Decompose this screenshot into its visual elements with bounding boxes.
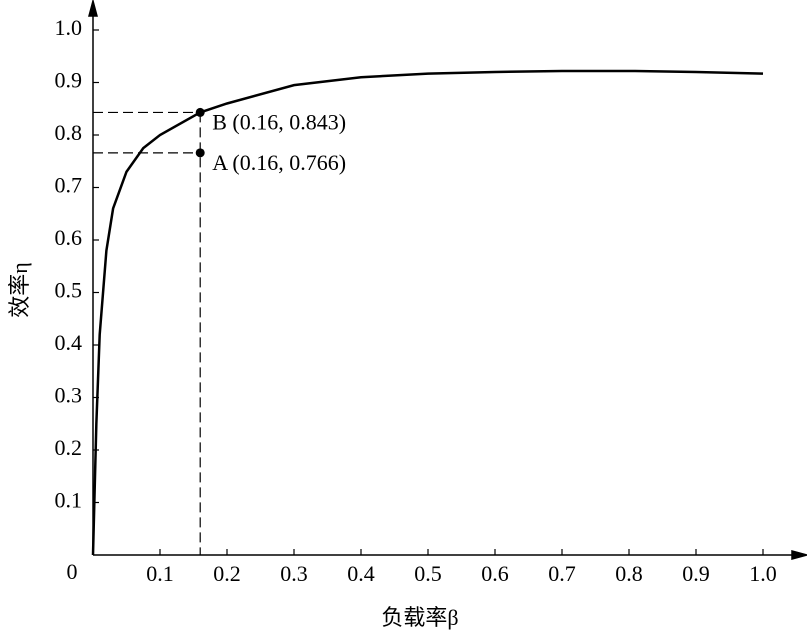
x-tick-label: 0.9	[682, 561, 710, 586]
y-tick-label: 0.3	[55, 383, 83, 408]
marked-point	[195, 148, 205, 158]
x-tick-label: 0.7	[548, 561, 576, 586]
y-axis-label: 效率η	[7, 262, 32, 318]
y-tick-label: 0.2	[55, 435, 83, 460]
x-tick-label: 0.2	[213, 561, 241, 586]
y-tick-label: 1.0	[55, 15, 83, 40]
y-tick-label: 0.7	[55, 173, 83, 198]
y-tick-label: 0.8	[55, 120, 83, 145]
y-tick-label: 0.1	[55, 488, 83, 513]
x-tick-label: 0.3	[280, 561, 308, 586]
x-tick-label: 0.5	[414, 561, 442, 586]
axes	[88, 0, 807, 560]
x-tick-label: 0.1	[146, 561, 174, 586]
marked-point	[195, 107, 205, 117]
x-tick-label: 0.6	[481, 561, 509, 586]
x-tick-label: 0.4	[347, 561, 375, 586]
y-tick-label: 0.4	[55, 330, 83, 355]
point-label: A (0.16, 0.766)	[212, 150, 346, 175]
point-label: B (0.16, 0.843)	[212, 109, 346, 134]
x-axis-label: 负载率β	[381, 605, 458, 630]
x-arrow	[791, 550, 807, 560]
y-tick-label: 0.6	[55, 225, 83, 250]
x-tick-label: 0.8	[615, 561, 643, 586]
x-tick-label: 1.0	[749, 561, 777, 586]
y-arrow	[88, 0, 98, 17]
y-tick-label: 0.5	[55, 278, 83, 303]
origin-label: 0	[67, 559, 78, 584]
efficiency-curve	[91, 69, 764, 556]
y-tick-label: 0.9	[55, 68, 83, 93]
